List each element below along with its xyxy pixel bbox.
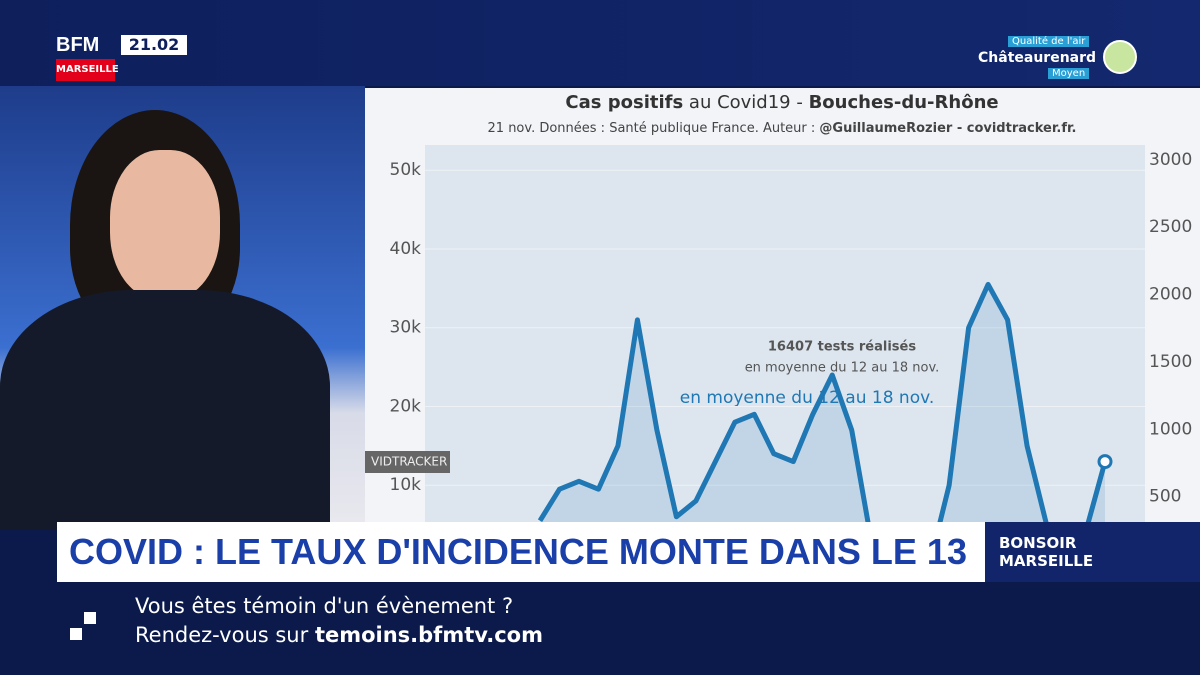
title-part: Cas positifs xyxy=(565,92,683,113)
show-name: BONSOIR MARSEILLE xyxy=(985,522,1200,582)
shirt xyxy=(0,290,330,530)
ticker-link: temoins.bfmtv.com xyxy=(314,623,543,647)
y2-tick-label: 2000 xyxy=(1149,285,1192,305)
chart-subtitle: 21 nov. Données : Santé publique France.… xyxy=(488,121,1077,136)
air-level: Moyen xyxy=(1048,68,1090,79)
subtitle-part: @GuillaumeRozier - covidtracker.fr. xyxy=(819,121,1076,136)
show-line: MARSEILLE xyxy=(999,552,1094,570)
chart: Cas positifs au Covid19 - Bouches-du-Rhô… xyxy=(365,88,1200,522)
last-point xyxy=(1097,454,1113,470)
y-tick-label: 10k xyxy=(390,475,422,495)
headline: COVID : LE TAUX D'INCIDENCE MONTE DANS L… xyxy=(57,522,985,582)
ticker-line: Vous êtes témoin d'un évènement ? xyxy=(135,594,514,618)
watermark: VIDTRACKER xyxy=(371,455,447,469)
subtitle-part: 21 nov. Données : Santé publique France.… xyxy=(488,121,820,136)
face xyxy=(110,150,220,300)
y2-tick-label: 500 xyxy=(1149,487,1181,507)
y2-tick-label: 1000 xyxy=(1149,419,1192,439)
annotation: en moyenne du 12 au 18 nov. xyxy=(745,361,940,376)
show-line: BONSOIR xyxy=(999,534,1077,552)
chart-title: Cas positifs au Covid19 - Bouches-du-Rhô… xyxy=(565,92,998,113)
ticker-icon xyxy=(70,612,100,642)
air-city: Châteaurenard xyxy=(978,50,1097,66)
line xyxy=(537,281,1108,522)
annotation: en moyenne du 12 au 18 nov. xyxy=(680,388,935,408)
y2-tick-label: 2500 xyxy=(1149,217,1192,237)
ticker-line: Rendez-vous sur temoins.bfmtv.com xyxy=(135,623,543,647)
y2-tick-label: 1500 xyxy=(1149,352,1192,372)
title-part: Bouches-du-Rhône xyxy=(809,92,999,113)
region: MARSEILLE xyxy=(56,59,119,81)
y-tick-label: 30k xyxy=(390,318,422,338)
air-icon xyxy=(1103,40,1137,74)
y-tick-label: 40k xyxy=(390,239,422,259)
logo: BFM xyxy=(56,34,100,56)
area xyxy=(540,284,1105,522)
annotation: 16407 tests réalisés xyxy=(768,340,916,355)
ticker-text: Rendez-vous sur xyxy=(135,623,315,647)
y2-tick-label: 3000 xyxy=(1149,150,1192,170)
y-tick-label: 50k xyxy=(390,160,422,180)
watermark-box xyxy=(365,451,450,473)
y-tick-label: 20k xyxy=(390,396,422,416)
top-bar xyxy=(0,0,1200,86)
clock: 21.02 xyxy=(121,35,187,55)
title-part: au Covid19 - xyxy=(683,92,808,113)
air-label: Qualité de l'air xyxy=(1008,36,1090,47)
